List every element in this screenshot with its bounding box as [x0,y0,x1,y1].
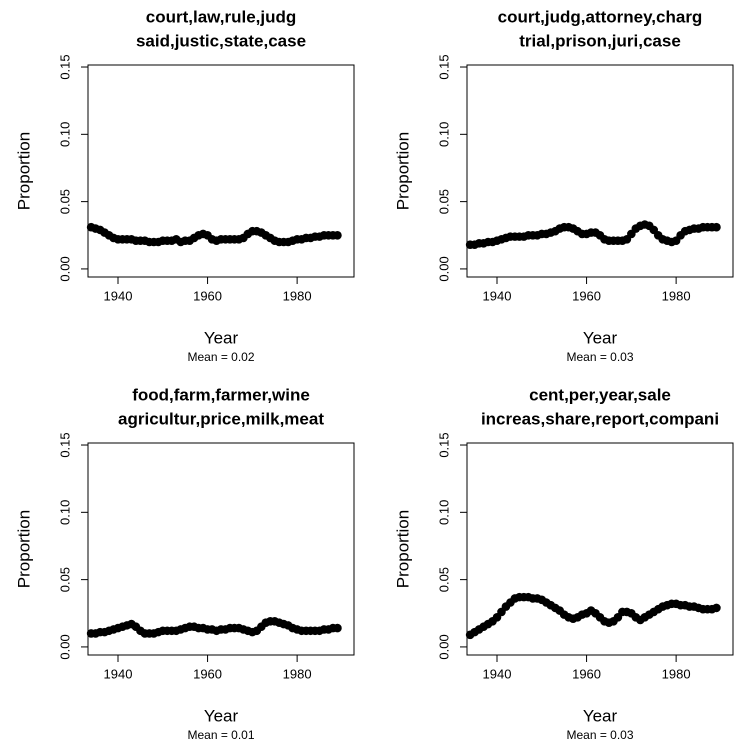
chart-title: cent,per,year,sale [529,385,671,404]
subtitle: Mean = 0.02 [187,350,254,364]
chart-title: agricultur,price,milk,meat [118,409,324,428]
x-axis-label: Year [204,328,239,347]
y-tick-label: 0.15 [436,432,451,457]
x-tick-label: 1980 [662,666,691,681]
subtitle: Mean = 0.03 [566,350,633,364]
y-tick-label: 0.00 [436,634,451,659]
y-tick-label: 0.15 [57,432,72,457]
x-axis-label: Year [204,706,239,725]
y-tick-label: 0.00 [57,634,72,659]
x-axis-label: Year [583,706,618,725]
x-tick-label: 1980 [283,666,312,681]
y-axis-label: Proportion [393,132,412,210]
subtitle: Mean = 0.01 [187,728,254,742]
y-axis-label: Proportion [14,510,33,588]
x-tick-label: 1940 [483,288,512,303]
y-tick-label: 0.10 [436,500,451,525]
y-tick-label: 0.10 [57,122,72,147]
data-point [712,603,721,613]
y-axis-label: Proportion [14,132,33,210]
y-tick-label: 0.00 [57,256,72,281]
y-tick-label: 0.05 [57,189,72,214]
chart-title: increas,share,report,compani [481,409,719,428]
y-tick-label: 0.15 [436,54,451,79]
x-tick-label: 1980 [662,288,691,303]
y-tick-label: 0.05 [57,567,72,592]
y-axis-label: Proportion [393,510,412,588]
y-tick-label: 0.05 [436,189,451,214]
data-point [333,623,342,633]
x-tick-label: 1940 [104,288,133,303]
x-tick-label: 1960 [193,666,222,681]
data-point [333,230,342,240]
x-tick-label: 1960 [572,288,601,303]
y-tick-label: 0.15 [57,54,72,79]
plot-frame [466,64,734,278]
y-tick-label: 0.10 [436,122,451,147]
subtitle: Mean = 0.03 [566,728,633,742]
x-tick-label: 1940 [483,666,512,681]
chart-title: court,judg,attorney,charg [498,7,703,26]
chart-title: trial,prison,juri,case [519,31,681,50]
chart-title: food,farm,farmer,wine [132,385,310,404]
plot-frame [87,442,355,656]
y-tick-label: 0.10 [57,500,72,525]
x-axis-label: Year [583,328,618,347]
y-tick-label: 0.00 [436,256,451,281]
data-point [712,222,721,232]
x-tick-label: 1940 [104,666,133,681]
x-tick-label: 1980 [283,288,312,303]
x-tick-label: 1960 [193,288,222,303]
chart-title: court,law,rule,judg [146,7,297,26]
plot-frame [466,442,734,656]
y-tick-label: 0.05 [436,567,451,592]
x-tick-label: 1960 [572,666,601,681]
chart-title: said,justic,state,case [136,31,306,50]
plot-frame [87,64,355,278]
